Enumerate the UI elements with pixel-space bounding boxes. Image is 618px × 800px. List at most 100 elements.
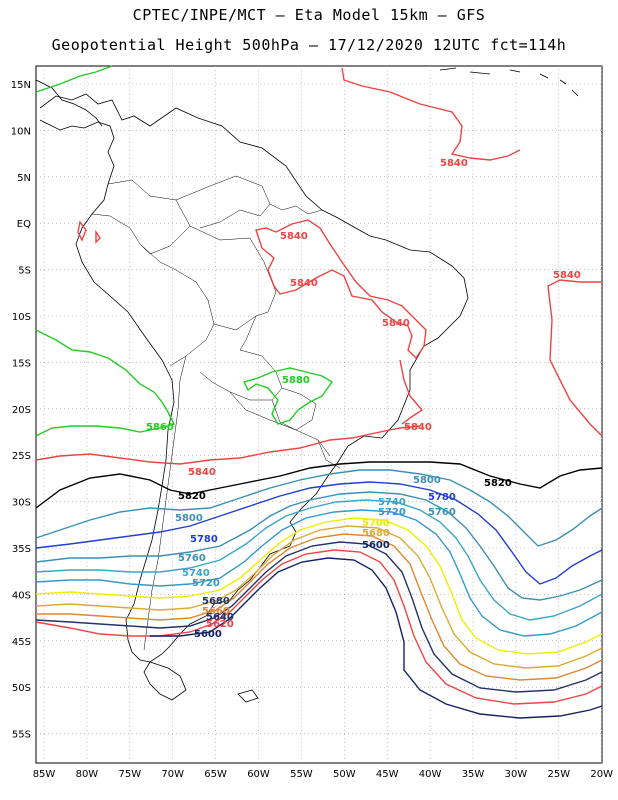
- contour-label: 5680: [362, 528, 390, 539]
- lon-tick-label: 45W: [376, 769, 399, 780]
- lat-tick-label: EQ: [17, 219, 31, 230]
- contour-label: 5840: [382, 318, 410, 329]
- contour-5860: [35, 329, 176, 437]
- contour-5760: [35, 491, 603, 601]
- border-brazil-west: [189, 225, 277, 351]
- lon-tick-label: 70W: [161, 769, 184, 780]
- coastlines: [35, 67, 579, 703]
- central-america-coastline: [35, 79, 103, 127]
- lon-tick-label: 85W: [33, 769, 56, 780]
- lon-tick-label: 50W: [333, 769, 356, 780]
- lon-tick-label: 40W: [419, 769, 442, 780]
- contour-label: 5760: [428, 507, 456, 518]
- lat-tick-label: 10N: [11, 126, 31, 137]
- contour-5640: [35, 541, 603, 693]
- contour-label: 5840: [280, 231, 308, 242]
- contour-label: 5600: [362, 540, 390, 551]
- border-guyanas: [269, 203, 323, 215]
- lat-tick-label: 40S: [12, 590, 31, 601]
- contour-label: 5860: [146, 422, 174, 433]
- contour-label: 5760: [178, 553, 206, 564]
- lat-tick-label: 20S: [12, 405, 31, 416]
- contour-5700: [35, 517, 603, 655]
- contour-label: 5840: [188, 467, 216, 478]
- border-argentina-chile: [143, 355, 187, 651]
- contour-label: 5680: [202, 596, 230, 607]
- contour-label: 5720: [378, 507, 406, 518]
- south-america-coastline: [39, 93, 469, 663]
- contour-label: 5780: [428, 492, 456, 503]
- lon-tick-label: 55W: [290, 769, 313, 780]
- contour-label: 5780: [190, 534, 218, 545]
- contour-label: 5880: [282, 375, 310, 386]
- contour-5840-coast: [399, 359, 424, 425]
- latitude-labels: 15N 10N 5N EQ 5S 10S 15S 20S 25S 30S 35S 40S 45S 50S 5…: [11, 80, 31, 741]
- border-uruguay: [317, 439, 341, 469]
- chart-subtitle: Geopotential Height 500hPa – 17/12/2020 …: [51, 36, 567, 54]
- contour-5680: [35, 525, 603, 669]
- contour-5880-north: [35, 65, 113, 93]
- lat-tick-label: 45S: [12, 637, 31, 648]
- lat-tick-label: 15S: [12, 358, 31, 369]
- plot-frame: [35, 65, 603, 764]
- contour-5840-north: [341, 67, 521, 161]
- contour-label: 5840: [290, 278, 318, 289]
- tierra-del-fuego: [143, 661, 187, 701]
- contour-5840-ecuador: [77, 220, 101, 244]
- border-paraguay: [271, 387, 317, 431]
- lat-tick-label: 5N: [17, 173, 31, 184]
- height-contours: [35, 65, 603, 719]
- contour-label: 5820: [484, 478, 512, 489]
- contour-label: 5740: [182, 568, 210, 579]
- contour-5780: [35, 481, 603, 585]
- lon-tick-label: 65W: [204, 769, 227, 780]
- contour-5840-amazon: [255, 219, 427, 360]
- contour-label: 5660: [202, 606, 230, 617]
- contour-5720: [35, 509, 603, 637]
- contour-label: 5800: [413, 475, 441, 486]
- contour-labels: 5840 5840 5840 5840 5840 5840 5840 5880 …: [146, 158, 581, 640]
- lat-tick-label: 25S: [12, 451, 31, 462]
- contour-label: 5620: [206, 619, 234, 630]
- longitude-labels: 85W 80W 75W 70W 65W 60W 55W 50W 45W 40W 35W 30W 25W 2…: [33, 769, 613, 780]
- lon-tick-label: 75W: [118, 769, 141, 780]
- contour-label: 5720: [192, 578, 220, 589]
- lon-tick-label: 60W: [247, 769, 270, 780]
- lat-tick-label: 50S: [12, 683, 31, 694]
- lat-tick-label: 30S: [12, 498, 31, 509]
- contour-5880-closed: [242, 367, 334, 425]
- contour-label: 5800: [175, 513, 203, 524]
- chart-title: CPTEC/INPE/MCT – Eta Model 15km – GFS: [132, 6, 486, 24]
- lon-tick-label: 80W: [76, 769, 99, 780]
- lon-tick-label: 25W: [547, 769, 570, 780]
- border-colombia: [107, 179, 191, 255]
- contour-5740: [35, 499, 603, 621]
- border-peru: [139, 243, 215, 367]
- contour-5660: [36, 533, 603, 681]
- contour-label: 5840: [553, 270, 581, 281]
- caribbean-islands: [439, 67, 579, 97]
- contour-5840-south: [35, 425, 421, 465]
- contour-5600: [150, 557, 603, 719]
- falkland-islands: [237, 689, 259, 703]
- graticule: [36, 66, 603, 763]
- lon-tick-label: 35W: [462, 769, 485, 780]
- contour-label: 5840: [404, 422, 432, 433]
- lat-tick-label: 15N: [11, 80, 31, 91]
- contour-5800: [35, 469, 603, 547]
- contour-label: 5840: [440, 158, 468, 169]
- political-borders: [91, 175, 341, 651]
- lon-tick-label: 30W: [505, 769, 528, 780]
- contour-label: 5700: [362, 518, 390, 529]
- contour-label: 5600: [194, 629, 222, 640]
- lat-tick-label: 5S: [18, 266, 31, 277]
- border-ecuador: [91, 213, 141, 245]
- lat-tick-label: 35S: [12, 544, 31, 555]
- contour-5820: [35, 461, 603, 509]
- lat-tick-label: 55S: [12, 730, 31, 741]
- contour-5840-east: [547, 279, 603, 437]
- contour-label: 5640: [206, 612, 234, 623]
- contour-label: 5740: [378, 497, 406, 508]
- lat-tick-label: 10S: [12, 312, 31, 323]
